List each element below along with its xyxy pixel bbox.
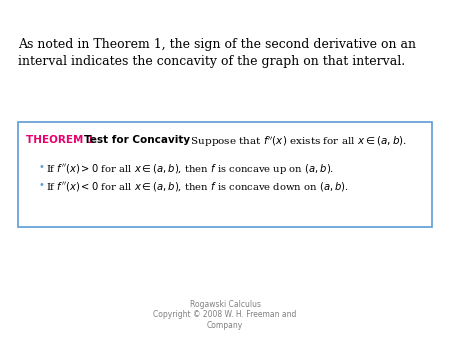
Bar <box>18 122 432 227</box>
Text: interval indicates the concavity of the graph on that interval.: interval indicates the concavity of the … <box>18 55 405 68</box>
Text: Suppose that $f''(x)$ exists for all $x \in (a, b)$.: Suppose that $f''(x)$ exists for all $x … <box>184 135 407 149</box>
Text: •: • <box>38 180 44 190</box>
Text: If $f''(x) < 0$ for all $x \in (a, b)$, then $f$ is concave down on $(a, b)$.: If $f''(x) < 0$ for all $x \in (a, b)$, … <box>46 180 349 193</box>
Text: As noted in Theorem 1, the sign of the second derivative on an: As noted in Theorem 1, the sign of the s… <box>18 38 416 51</box>
Text: Rogawski Calculus
Copyright © 2008 W. H. Freeman and
Company: Rogawski Calculus Copyright © 2008 W. H.… <box>153 300 297 330</box>
Text: •: • <box>38 162 44 172</box>
Text: If $f''(x) > 0$ for all $x \in (a, b)$, then $f$ is concave up on $(a, b)$.: If $f''(x) > 0$ for all $x \in (a, b)$, … <box>46 162 334 176</box>
Text: Test for Concavity: Test for Concavity <box>84 135 190 145</box>
Text: THEOREM 1: THEOREM 1 <box>26 135 94 145</box>
